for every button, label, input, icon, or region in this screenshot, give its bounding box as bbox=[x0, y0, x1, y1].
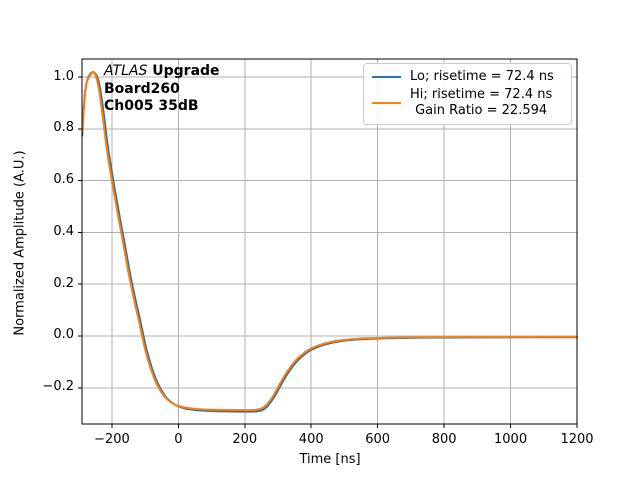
curve-lo bbox=[81, 70, 578, 413]
annotation-board-label: Board260 bbox=[104, 80, 180, 97]
legend-label-hi: Hi; risetime = 72.4 ns Gain Ratio = 22.59… bbox=[410, 87, 553, 118]
y-tick-label: 1.0 bbox=[53, 68, 74, 84]
x-tick-label: 200 bbox=[232, 432, 258, 447]
legend-line-sample-hi bbox=[372, 101, 401, 105]
x-tick-label: −200 bbox=[94, 432, 130, 447]
x-tick-label: 800 bbox=[431, 432, 457, 447]
annotation-channel-label: Ch005 35dB bbox=[104, 98, 199, 114]
legend: Lo; risetime = 72.4 ns Hi; risetime = 72… bbox=[363, 63, 572, 125]
data-curves bbox=[81, 70, 578, 413]
x-tick-label: 1200 bbox=[560, 432, 594, 447]
annotation-experiment-name: ATLAS bbox=[104, 63, 148, 79]
annotation-upgrade-label: Upgrade bbox=[152, 63, 220, 79]
y-tick-label: 0.8 bbox=[53, 120, 74, 136]
curve-hi bbox=[81, 70, 578, 412]
y-tick-label: −0.2 bbox=[42, 379, 74, 395]
x-tick-label: 1000 bbox=[494, 432, 528, 447]
legend-entry-lo: Lo; risetime = 72.4 ns bbox=[372, 69, 563, 85]
y-tick-label: 0.2 bbox=[53, 275, 74, 291]
legend-label-lo: Lo; risetime = 72.4 ns bbox=[410, 69, 554, 84]
plot-annotation: ATLAS Upgrade Board260 Ch005 35dB bbox=[104, 63, 220, 116]
tick-marks bbox=[78, 76, 578, 428]
y-tick-label: 0.6 bbox=[53, 172, 74, 188]
x-tick-label: 400 bbox=[298, 432, 324, 447]
y-axis-label: Normalized Amplitude (A.U.) bbox=[12, 150, 28, 336]
axes-frame bbox=[81, 58, 578, 425]
y-tick-label: 0.0 bbox=[53, 327, 74, 343]
x-tick-label: 0 bbox=[174, 432, 183, 447]
legend-line-sample-lo bbox=[372, 75, 401, 79]
legend-entry-hi: Hi; risetime = 72.4 ns Gain Ratio = 22.59… bbox=[372, 87, 563, 119]
x-tick-label: 600 bbox=[365, 432, 391, 447]
x-axis-label: Time [ns] bbox=[299, 452, 361, 467]
y-tick-label: 0.4 bbox=[53, 223, 74, 239]
